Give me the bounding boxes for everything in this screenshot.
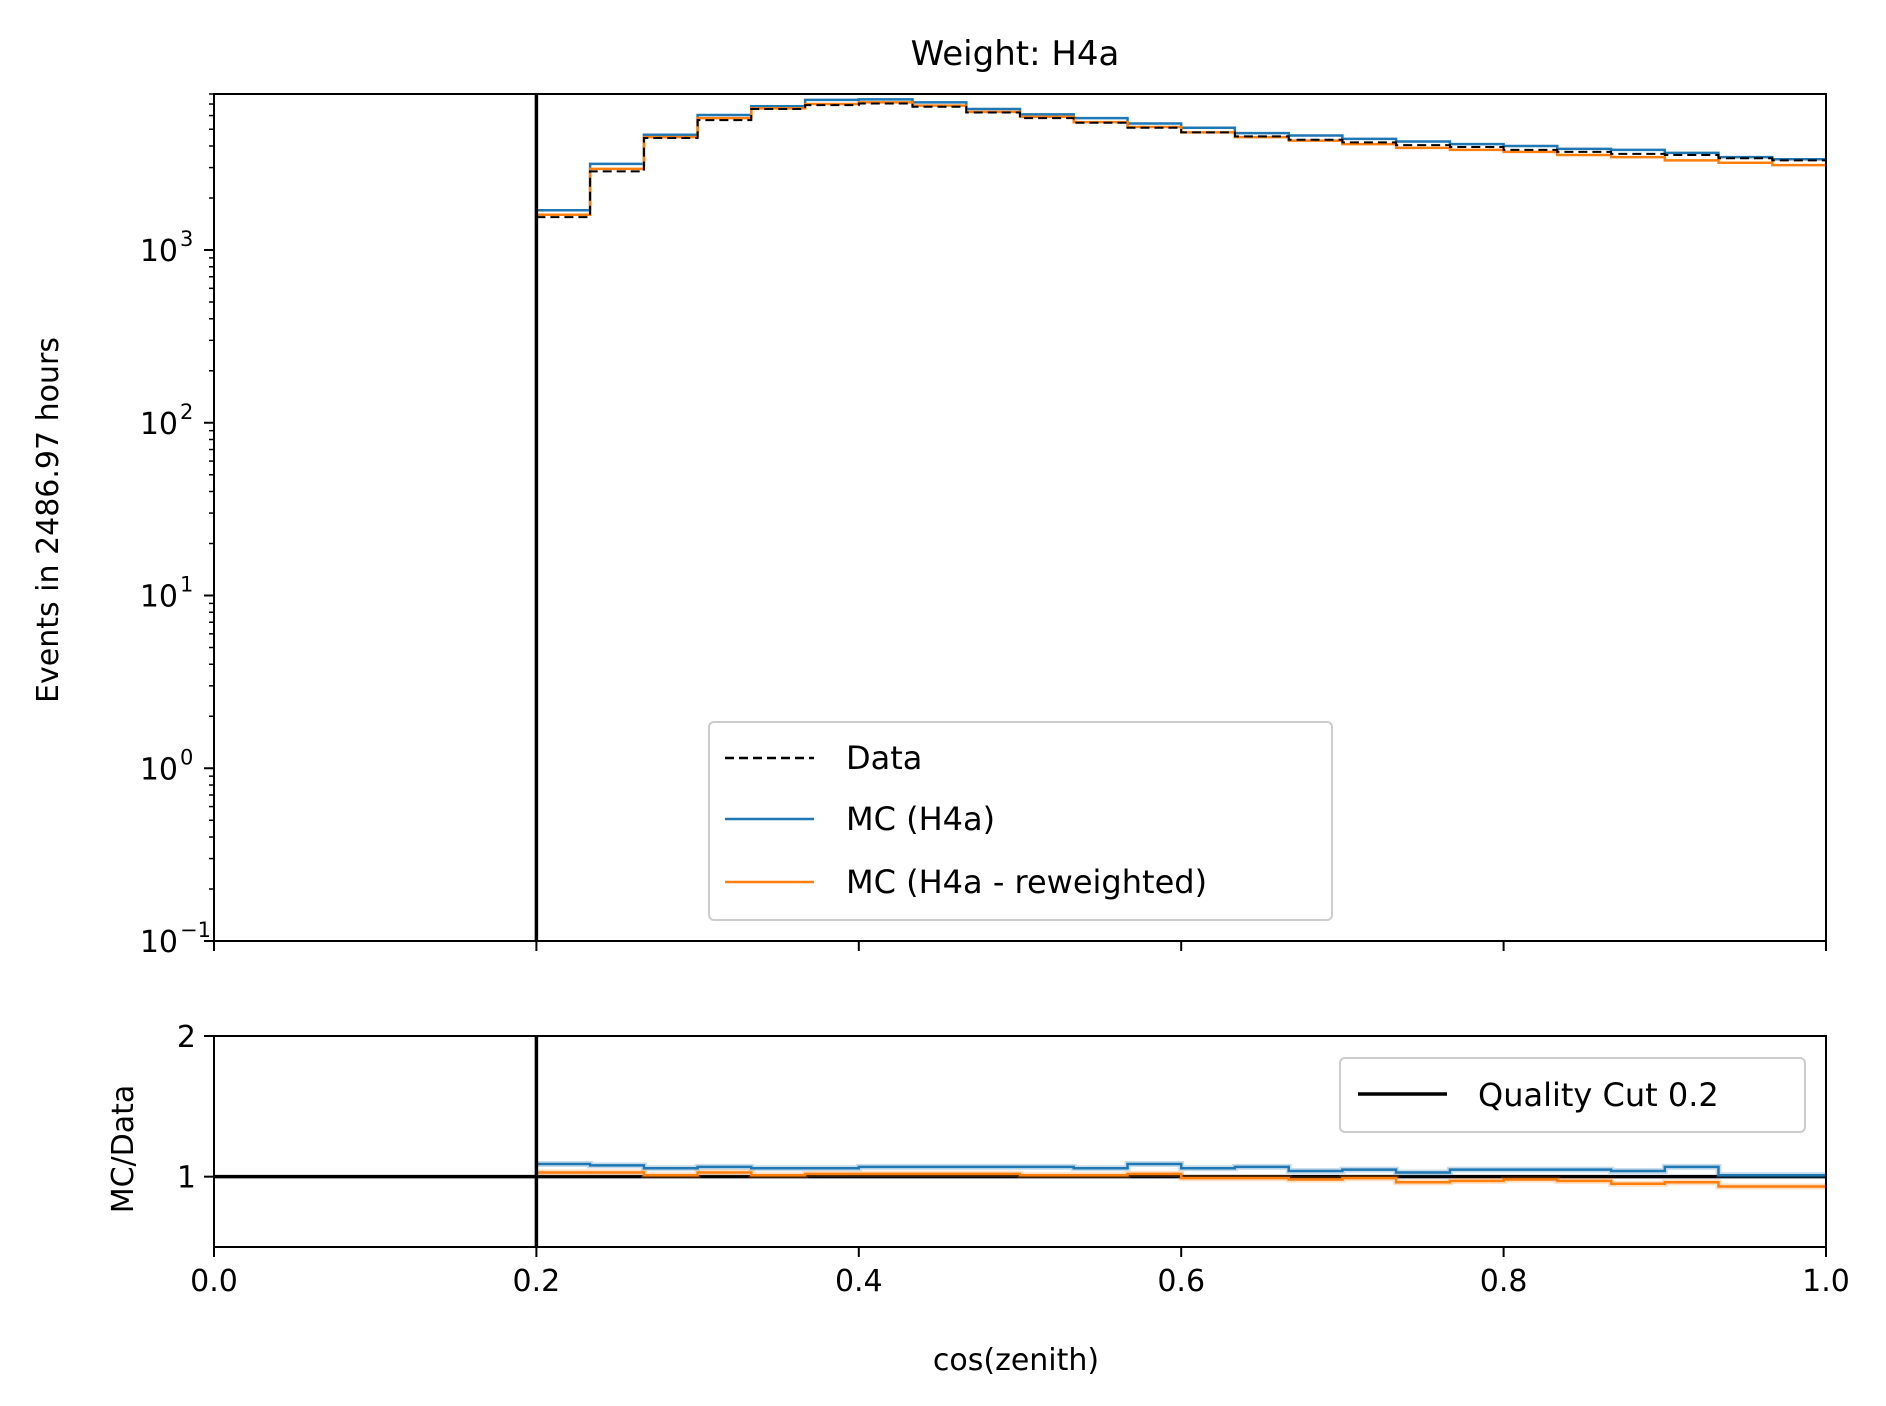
ratio-y-axis-label: MC/Data bbox=[106, 1085, 141, 1214]
y-tick-label: 10 bbox=[140, 925, 178, 960]
ratio-legend-box bbox=[1339, 1057, 1806, 1133]
ratio-axes-frame bbox=[213, 1035, 1827, 1248]
main-y-axis-label: Events in 2486.97 hours bbox=[31, 337, 66, 703]
ratio-series-mc-h4a bbox=[536, 1162, 1826, 1177]
x-tick-label: 0.0 bbox=[190, 1264, 238, 1299]
chart-title: Weight: H4a bbox=[911, 34, 1120, 74]
main-legend-box bbox=[708, 721, 1333, 921]
legend-label-data: Data bbox=[846, 739, 922, 777]
x-tick-label: 0.6 bbox=[1157, 1264, 1205, 1299]
main-frame-rect bbox=[213, 93, 1827, 942]
legend-label-mc: MC (H4a) bbox=[846, 800, 995, 838]
x-tick-label: 0.4 bbox=[835, 1264, 883, 1299]
ratio-legend: Quality Cut 0.2 bbox=[1339, 1057, 1806, 1133]
y-tick-label: 10 bbox=[140, 580, 178, 615]
ratio-y-ticks: 12 bbox=[177, 1020, 214, 1196]
ratio-series-mc-h4a-reweighted bbox=[536, 1171, 1826, 1188]
main-legend: Data MC (H4a) MC (H4a - reweighted) bbox=[708, 721, 1333, 921]
ratio-series-group bbox=[214, 1036, 1826, 1247]
x-tick-label: 0.2 bbox=[513, 1264, 561, 1299]
series-data bbox=[536, 102, 1826, 219]
y-tick-label: 10 bbox=[140, 234, 178, 269]
ratio-frame-rect bbox=[213, 1035, 1827, 1248]
y-tick-exponent: 0 bbox=[180, 745, 193, 769]
main-axes-frame bbox=[213, 93, 1827, 942]
y-tick-exponent: 2 bbox=[180, 400, 193, 424]
legend-label-quality-cut: Quality Cut 0.2 bbox=[1478, 1076, 1719, 1114]
y-tick-label: 10 bbox=[140, 407, 178, 442]
y-tick-exponent: 3 bbox=[180, 227, 193, 251]
ratio-y-tick-label: 1 bbox=[177, 1161, 196, 1196]
ratio-y-tick-label: 2 bbox=[177, 1020, 196, 1055]
y-tick-exponent: −1 bbox=[180, 918, 211, 942]
legend-label-mc-reweighted: MC (H4a - reweighted) bbox=[846, 863, 1207, 901]
x-ticks: 0.0 0.2 0.4 0.6 0.8 1.0 bbox=[190, 941, 1850, 1299]
y-tick-exponent: 1 bbox=[180, 573, 193, 597]
x-axis-label: cos(zenith) bbox=[933, 1343, 1099, 1378]
x-tick-label: 1.0 bbox=[1802, 1264, 1850, 1299]
y-tick-label: 10 bbox=[140, 752, 178, 787]
x-tick-label: 0.8 bbox=[1480, 1264, 1528, 1299]
